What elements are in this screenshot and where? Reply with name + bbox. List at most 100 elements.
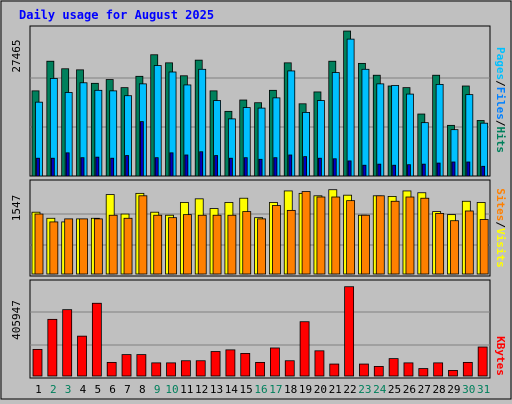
pages-bar-day-7	[125, 155, 129, 177]
x-tick-label-day-27: 27	[418, 383, 431, 396]
x-tick-label-day-9: 9	[154, 383, 161, 396]
panel-3-frame	[29, 279, 491, 379]
x-tick-label-day-25: 25	[388, 383, 401, 396]
legend-sites-visits-item-1: Sites	[494, 188, 507, 221]
x-tick-label-day-29: 29	[447, 383, 460, 396]
legend-pages-files-hits-item-2: /	[494, 80, 507, 87]
kbytes-bar-day-20	[314, 350, 325, 377]
x-tick-label-day-8: 8	[139, 383, 146, 396]
y-max-label-hits-files-pages: 27465	[10, 39, 23, 72]
sites-bar-day-21	[331, 196, 341, 275]
pages-bar-day-19	[303, 156, 307, 177]
kbytes-bar-day-17	[270, 347, 280, 377]
x-tick-label-day-28: 28	[432, 383, 445, 396]
pages-bar-day-12	[199, 151, 204, 177]
x-tick-label-day-24: 24	[373, 383, 387, 396]
pages-bar-day-26	[407, 164, 411, 177]
sites-bar-day-24	[375, 195, 385, 275]
sites-bar-day-10	[168, 217, 177, 275]
pages-bar-day-17	[273, 157, 278, 177]
x-tick-label-day-4: 4	[80, 383, 87, 396]
pages-bar-day-16	[258, 158, 263, 177]
pages-bar-day-23	[362, 164, 367, 177]
sites-bar-day-14	[227, 214, 237, 275]
kbytes-bar-day-18	[284, 360, 295, 377]
pages-bar-day-18	[288, 154, 293, 177]
kbytes-bar-day-21	[329, 363, 340, 377]
pages-bar-day-5	[95, 156, 100, 177]
sites-bar-day-5	[93, 218, 103, 275]
kbytes-bar-day-11	[180, 360, 191, 377]
files-bar-day-24	[376, 83, 385, 177]
kbytes-bar-day-14	[225, 349, 236, 377]
kbytes-bar-day-22	[344, 286, 355, 377]
pages-bar-day-10	[169, 152, 174, 177]
sites-bar-day-7	[123, 217, 133, 275]
sites-bar-day-2	[49, 221, 59, 275]
legend-sites-visits-item-3: Visits	[494, 228, 507, 268]
kbytes-bar-day-1	[32, 348, 43, 377]
kbytes-bar-day-23	[359, 363, 369, 377]
pages-bar-day-27	[421, 163, 426, 177]
sites-bar-day-1	[34, 213, 44, 275]
kbytes-bar-day-25	[388, 358, 399, 377]
kbytes-bar-day-13	[210, 351, 221, 377]
pages-bar-day-6	[110, 157, 115, 177]
kbytes-bar-day-16	[255, 361, 265, 377]
kbytes-bar-day-30	[462, 361, 473, 377]
sites-bar-day-28	[435, 213, 445, 275]
sites-bar-day-23	[361, 214, 370, 275]
sites-bar-day-4	[79, 218, 88, 275]
sites-bar-day-6	[108, 214, 118, 275]
kbytes-bar-day-5	[91, 302, 102, 377]
pages-bar-day-15	[243, 157, 248, 177]
files-bar-day-28	[435, 83, 444, 177]
pages-bar-day-8	[139, 121, 144, 177]
x-tick-label-day-10: 10	[165, 383, 178, 396]
kbytes-bar-day-7	[121, 354, 132, 377]
legend-sites-visits: Sites/Visits	[494, 188, 507, 268]
pages-bar-day-29	[451, 161, 456, 177]
x-tick-label-day-18: 18	[284, 383, 297, 396]
files-bar-day-23	[361, 68, 370, 177]
sites-bar-day-17	[272, 205, 281, 275]
files-bar-day-26	[406, 93, 414, 177]
x-tick-label-day-7: 7	[124, 383, 131, 396]
sites-bar-day-15	[242, 211, 252, 275]
sites-bar-day-26	[405, 196, 415, 275]
pages-bar-day-31	[481, 165, 486, 177]
pages-bar-day-13	[214, 155, 218, 177]
x-tick-label-day-13: 13	[210, 383, 223, 396]
x-tick-label-day-12: 12	[195, 383, 208, 396]
sites-bar-day-18	[286, 209, 296, 275]
sites-bar-day-19	[301, 191, 311, 275]
x-tick-label-day-1: 1	[35, 383, 42, 396]
pages-bar-day-9	[154, 157, 159, 177]
kbytes-bar-day-8	[136, 354, 147, 377]
legend-kbytes: KBytes	[494, 336, 507, 376]
pages-bar-day-14	[229, 157, 233, 177]
chart-title: Daily usage for August 2025	[19, 8, 214, 22]
x-tick-label-day-3: 3	[65, 383, 72, 396]
y-max-label-sites-visits: 1547	[10, 195, 23, 222]
pages-bar-day-4	[80, 157, 85, 177]
pages-bar-day-25	[392, 164, 397, 177]
pages-bar-day-22	[347, 160, 352, 177]
kbytes-bar-day-10	[166, 362, 176, 377]
sites-bar-day-16	[257, 218, 266, 275]
sites-bar-day-30	[464, 210, 474, 275]
x-tick-label-day-14: 14	[225, 383, 239, 396]
legend-kbytes-item-1: KBytes	[494, 336, 507, 376]
pages-bar-day-3	[65, 152, 70, 177]
sites-bar-day-22	[346, 200, 356, 275]
x-tick-label-day-11: 11	[180, 383, 193, 396]
x-tick-label-day-30: 30	[462, 383, 475, 396]
x-tick-label-day-6: 6	[109, 383, 116, 396]
kbytes-bar-day-6	[106, 361, 117, 377]
pages-bar-day-28	[436, 162, 441, 177]
legend-pages-files-hits-item-4: /	[494, 120, 507, 127]
kbytes-bar-day-2	[47, 318, 58, 377]
legend-pages-files-hits-item-3: Files	[494, 87, 507, 120]
